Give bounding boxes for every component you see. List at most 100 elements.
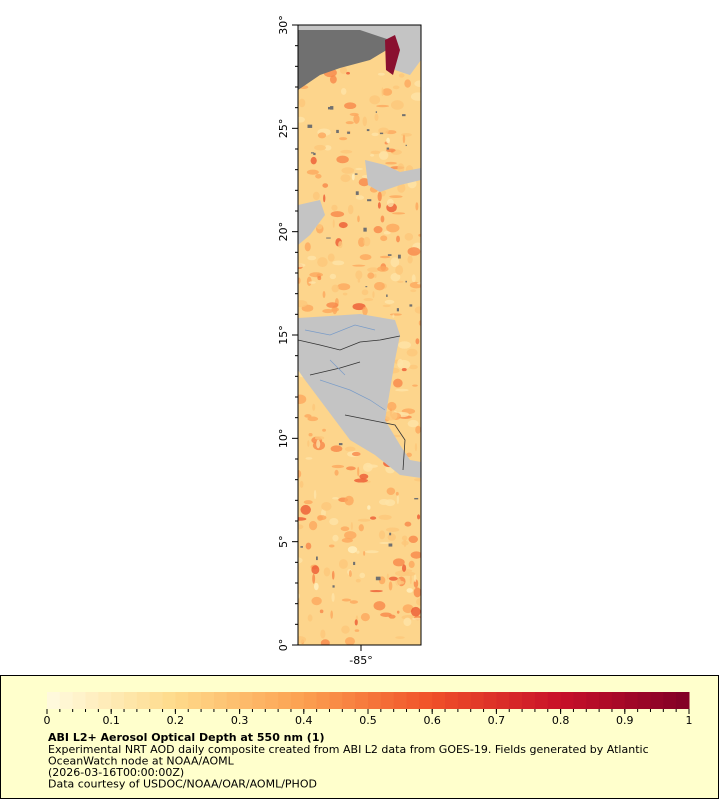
rivers bbox=[304, 324, 386, 411]
aod-patch bbox=[347, 546, 358, 554]
aod-patch bbox=[304, 414, 312, 418]
no-data-patch bbox=[389, 532, 392, 536]
land bbox=[365, 160, 421, 192]
aod-patch bbox=[312, 191, 320, 201]
no-data-patch bbox=[405, 280, 407, 283]
aod-patch bbox=[386, 198, 394, 208]
aod-patch bbox=[307, 440, 310, 447]
aod-patch bbox=[311, 596, 322, 606]
colorbar: 0 0.1 0.2 0.3 0.4 0.5 0.6 0.7 0.8 0.9 1 bbox=[44, 692, 693, 727]
aod-patch bbox=[382, 304, 391, 308]
no-data-patch bbox=[300, 546, 303, 548]
aod-patch bbox=[392, 314, 395, 318]
aod-patch bbox=[380, 235, 388, 242]
no-data-patch bbox=[366, 129, 370, 132]
aod-patch bbox=[321, 501, 332, 511]
legend-line: (2026-03-16T00:00:00Z) bbox=[48, 766, 184, 779]
colorbar-segment bbox=[470, 692, 485, 709]
colorbar-tick-label: 0.8 bbox=[552, 714, 570, 727]
aod-patch bbox=[392, 558, 405, 567]
aod-patch bbox=[298, 517, 307, 521]
colorbar-segment bbox=[586, 692, 600, 709]
aod-patch bbox=[312, 573, 316, 584]
aod-patch bbox=[363, 550, 366, 556]
aod-patch bbox=[355, 167, 364, 171]
no-data-patch bbox=[367, 199, 372, 202]
aod-patch bbox=[308, 432, 313, 437]
aod-patch bbox=[354, 619, 358, 626]
colorbar-segment bbox=[624, 692, 639, 709]
colorbar-segment bbox=[432, 692, 446, 709]
aod-patch bbox=[367, 267, 380, 273]
aod-patch bbox=[418, 233, 421, 237]
no-data-patch bbox=[365, 286, 368, 288]
aod-patch bbox=[377, 202, 381, 209]
aod-patch bbox=[377, 266, 389, 272]
aod-patch bbox=[407, 419, 419, 428]
aod-patch bbox=[396, 610, 400, 614]
aod-patch bbox=[384, 499, 396, 507]
aod-patch bbox=[410, 551, 421, 559]
aod-patch bbox=[378, 127, 389, 135]
aod-patch bbox=[397, 280, 404, 283]
aod-patch bbox=[332, 496, 339, 500]
aod-patch bbox=[386, 137, 390, 144]
legend-line: Experimental NRT AOD daily composite cre… bbox=[48, 743, 649, 756]
aod-patch bbox=[344, 446, 356, 452]
aod-patch bbox=[404, 521, 412, 527]
colorbar-segment bbox=[445, 692, 459, 709]
aod-patch bbox=[414, 306, 421, 314]
aod-patch bbox=[344, 637, 356, 645]
aod-patch bbox=[322, 428, 326, 432]
lon-axis: -85° bbox=[349, 645, 373, 667]
lat-label: 30° bbox=[277, 15, 290, 35]
aod-patch bbox=[352, 303, 366, 311]
lat-axis: 0° 5° 10° 15° 20° 25° 30° bbox=[277, 15, 298, 651]
aod-patch bbox=[374, 113, 379, 122]
colorbar-tick-label: 0.3 bbox=[231, 714, 249, 727]
aod-patch bbox=[379, 541, 391, 544]
aod-patch bbox=[341, 598, 352, 602]
no-data-patch bbox=[379, 132, 384, 135]
colorbar-segment bbox=[47, 692, 61, 709]
aod-patch bbox=[336, 155, 349, 164]
lat-label: 25° bbox=[277, 119, 290, 139]
aod-patch bbox=[307, 255, 317, 261]
aod-patch bbox=[313, 582, 319, 591]
aod-patch bbox=[354, 629, 360, 632]
aod-patch bbox=[317, 132, 327, 139]
aod-patch bbox=[374, 281, 385, 291]
aod-patch bbox=[395, 491, 399, 496]
no-data-patch bbox=[355, 191, 359, 195]
no-data-patch bbox=[402, 114, 406, 117]
colorbar-segment bbox=[650, 692, 664, 709]
aod-patch bbox=[323, 194, 326, 203]
aod-patch bbox=[392, 85, 400, 90]
aod-patch bbox=[331, 464, 345, 469]
aod-patch bbox=[407, 255, 413, 264]
aod-patch bbox=[369, 589, 383, 593]
colorbar-segment bbox=[380, 692, 395, 709]
aod-patch bbox=[332, 219, 335, 228]
no-data-patch bbox=[332, 585, 335, 588]
aod-patch bbox=[364, 550, 379, 554]
colorbar-tick-label: 0.9 bbox=[616, 714, 634, 727]
aod-patch bbox=[338, 221, 348, 229]
no-data-patch bbox=[338, 443, 343, 446]
colorbar-segment bbox=[393, 692, 408, 709]
aod-patch bbox=[308, 281, 316, 284]
aod-patch bbox=[346, 466, 356, 471]
aod-patch bbox=[328, 544, 335, 548]
aod-patch bbox=[407, 247, 421, 256]
aod-patch bbox=[354, 478, 368, 483]
no-data-patch bbox=[327, 106, 332, 110]
aod-patch bbox=[359, 254, 372, 261]
aod-patch bbox=[342, 292, 348, 296]
aod-patch bbox=[298, 394, 307, 405]
aod-patch bbox=[370, 153, 375, 157]
colorbar-tick-label: 0.6 bbox=[423, 714, 441, 727]
aod-patch bbox=[401, 564, 407, 572]
aod-patch bbox=[401, 540, 409, 546]
colorbar-tick-label: 0.1 bbox=[102, 714, 120, 727]
aod-patch bbox=[398, 341, 411, 349]
